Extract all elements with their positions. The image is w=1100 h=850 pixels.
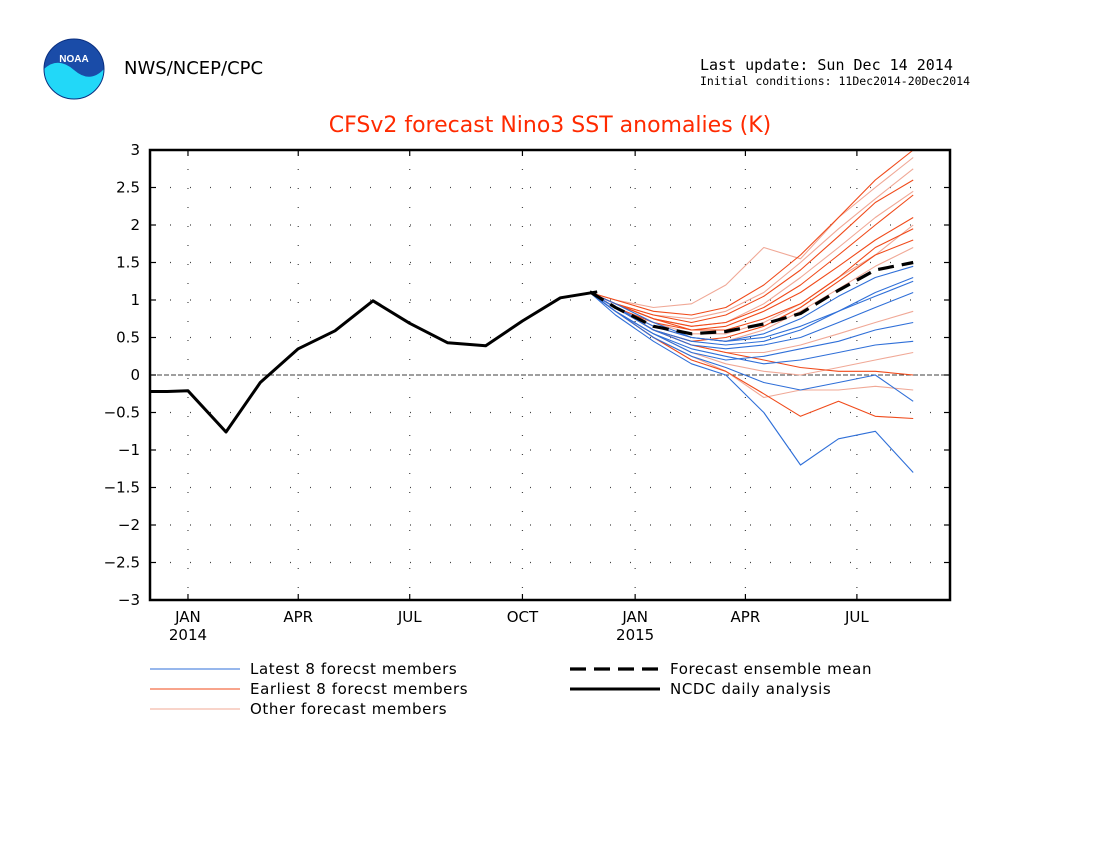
grid [150, 150, 950, 600]
earliest-member-line [589, 149, 914, 316]
x-tick-label: JAN [174, 608, 201, 626]
earliest-member-line [589, 179, 914, 324]
legend-label-analysis: NCDC daily analysis [670, 680, 832, 698]
legend-label-earliest: Earliest 8 forecst members [250, 680, 469, 698]
x-tick-label: JUL [397, 608, 422, 626]
x-tick-label: APR [283, 608, 313, 626]
noaa-logo: NOAA [43, 38, 105, 100]
agency-label: NWS/NCEP/CPC [124, 58, 264, 79]
y-tick-label: −2.5 [104, 554, 140, 572]
y-tick-label: −3 [118, 591, 140, 609]
logo-text: NOAA [59, 54, 88, 65]
x-tick-sublabel: 2015 [616, 626, 654, 644]
y-tick-label: 3 [130, 141, 140, 159]
x-tick-label: APR [731, 608, 761, 626]
x-tick-label: JUL [844, 608, 869, 626]
latest-member-line [589, 265, 914, 342]
y-tick-label: −2 [118, 516, 140, 534]
main-lines [150, 260, 914, 434]
legend-label-ensemble-mean: Forecast ensemble mean [670, 660, 873, 678]
earliest-member-line [589, 217, 914, 331]
y-tick-label: −1 [118, 441, 140, 459]
y-tick-label: 0 [130, 366, 140, 384]
x-tick-sublabel: 2014 [169, 626, 207, 644]
y-tick-label: 2.5 [116, 179, 140, 197]
y-tick-label: 0.5 [116, 329, 140, 347]
y-tick-label: −1.5 [104, 479, 140, 497]
y-tick-label: 2 [130, 216, 140, 234]
axes: 32.521.510.50−0.5−1−1.5−2−2.5−3JAN2014AP… [104, 141, 952, 644]
y-tick-label: 1 [130, 291, 140, 309]
last-update-label: Last update: Sun Dec 14 2014 [700, 56, 953, 74]
x-tick-label: JAN [621, 608, 648, 626]
chart-title: CFSv2 forecast Nino3 SST anomalies (K) [328, 113, 772, 138]
y-tick-label: −0.5 [104, 404, 140, 422]
earliest-member-line [589, 228, 914, 331]
other-member-line [589, 292, 914, 399]
latest-member-line [589, 276, 914, 346]
x-tick-label: OCT [507, 608, 539, 626]
legend-label-other: Other forecast members [250, 700, 448, 718]
other-member-line [589, 157, 914, 309]
latest-member-line [589, 292, 914, 473]
legend-lines [150, 667, 660, 710]
latest-member-line [589, 292, 914, 402]
forecast-members [589, 149, 914, 473]
initial-conditions-label: Initial conditions: 11Dec2014-20Dec2014 [700, 74, 971, 88]
y-tick-label: 1.5 [116, 254, 140, 272]
ensemble-mean-line [588, 260, 914, 336]
legend-label-latest: Latest 8 forecst members [250, 660, 458, 678]
analysis-line [150, 290, 598, 434]
latest-member-line [589, 292, 914, 365]
